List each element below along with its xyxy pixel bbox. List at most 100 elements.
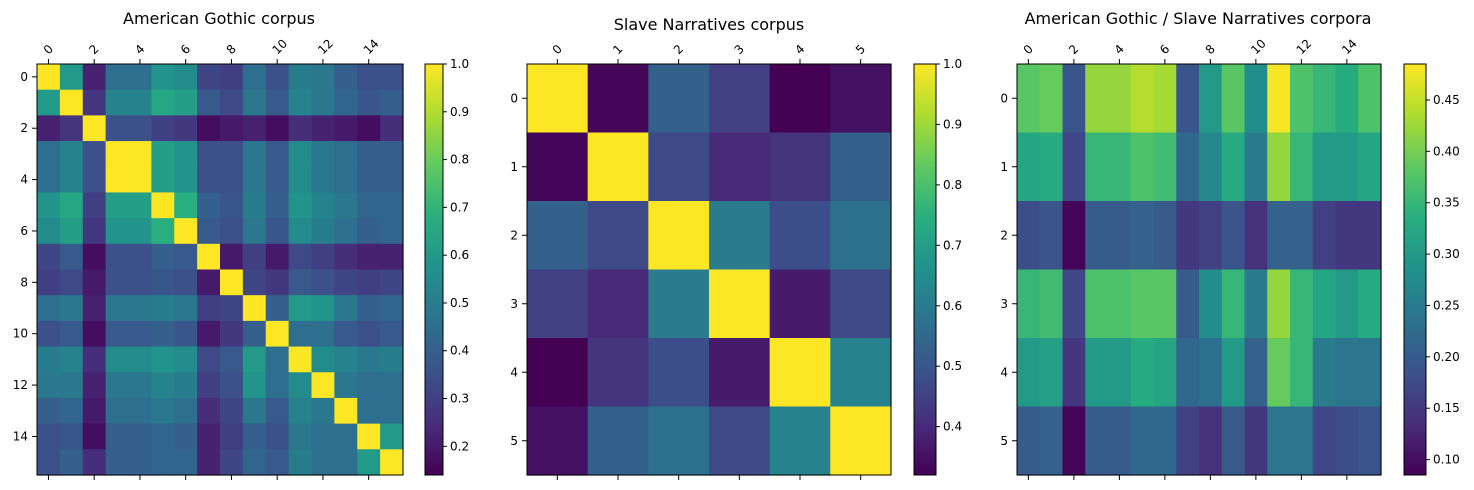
heatmap-cell bbox=[1358, 132, 1382, 202]
heatmap-cell bbox=[242, 397, 267, 425]
heatmap-cell bbox=[334, 423, 358, 450]
heatmap-cell bbox=[151, 423, 175, 450]
heatmap-cell bbox=[82, 115, 107, 142]
heatmap-cell bbox=[265, 64, 290, 91]
heatmap-cell bbox=[1221, 201, 1246, 271]
heatmap-cell bbox=[37, 320, 61, 348]
heatmap-cell bbox=[1335, 201, 1359, 271]
heatmap-cell bbox=[1199, 64, 1223, 134]
heatmap-cell bbox=[1153, 406, 1177, 476]
heatmap-cell bbox=[1153, 269, 1177, 339]
colorbar-tick-label: 0.7 bbox=[943, 238, 962, 252]
heatmap-cell bbox=[265, 115, 290, 142]
heatmap-cell bbox=[59, 295, 84, 322]
heatmap-cell bbox=[37, 372, 61, 399]
heatmap-cell bbox=[174, 269, 198, 296]
heatmap-cell bbox=[197, 372, 221, 399]
heatmap-cell bbox=[334, 218, 358, 245]
heatmap-cell bbox=[380, 218, 404, 245]
heatmap-cell bbox=[220, 166, 244, 194]
y-tick-label: 0 bbox=[1000, 91, 1008, 105]
heatmap-cell bbox=[174, 295, 198, 322]
heatmap-cell bbox=[37, 243, 61, 271]
heatmap-cell bbox=[151, 372, 175, 399]
heatmap-cell bbox=[357, 269, 381, 296]
panel-title: American Gothic corpus bbox=[123, 9, 315, 28]
heatmap-cell bbox=[288, 166, 313, 194]
heatmap-cell bbox=[288, 449, 313, 476]
heatmap-cell bbox=[59, 397, 84, 425]
colorbar-tick-label: 0.30 bbox=[1433, 247, 1460, 261]
heatmap-cell bbox=[1017, 64, 1041, 134]
heatmap-cell bbox=[709, 201, 771, 271]
heatmap-cell bbox=[357, 320, 381, 348]
heatmap-cell bbox=[128, 115, 152, 142]
heatmap-cell bbox=[220, 346, 244, 373]
heatmap-cell bbox=[197, 192, 221, 219]
heatmap-cell bbox=[265, 166, 290, 194]
heatmap-cell bbox=[380, 166, 404, 194]
heatmap-cell bbox=[1312, 64, 1337, 134]
heatmap-cell bbox=[1358, 406, 1382, 476]
heatmap-cell bbox=[1290, 406, 1314, 476]
heatmap-cell bbox=[151, 295, 175, 322]
heatmap-cell bbox=[334, 115, 358, 142]
heatmap-cell bbox=[357, 295, 381, 322]
heatmap-cell bbox=[1358, 269, 1382, 339]
heatmap-cell bbox=[265, 89, 290, 116]
heatmap-cell bbox=[357, 243, 381, 271]
heatmap-cell bbox=[1358, 338, 1382, 408]
colorbar-tick-label: 0.45 bbox=[1433, 93, 1460, 107]
heatmap-cell bbox=[1221, 338, 1246, 408]
panel-title: Slave Narratives corpus bbox=[614, 15, 805, 34]
heatmap-cell bbox=[220, 372, 244, 399]
heatmap-cell bbox=[265, 397, 290, 425]
heatmap-cell bbox=[37, 141, 61, 168]
heatmap-cell bbox=[265, 295, 290, 322]
heatmap-cell bbox=[1153, 201, 1177, 271]
heatmap-cell bbox=[128, 449, 152, 476]
heatmap-cell bbox=[220, 423, 244, 450]
heatmap-cell bbox=[197, 269, 221, 296]
heatmap-cell bbox=[1199, 269, 1223, 339]
heatmap-cell bbox=[265, 423, 290, 450]
heatmap-cell bbox=[197, 320, 221, 348]
heatmap-cell bbox=[1335, 64, 1359, 134]
heatmap-cell bbox=[587, 338, 649, 408]
heatmap-cell bbox=[1244, 64, 1268, 134]
heatmap-cell bbox=[151, 397, 175, 425]
heatmap-cell bbox=[265, 372, 290, 399]
y-tick-label: 4 bbox=[20, 173, 28, 187]
heatmap-cells bbox=[527, 64, 892, 476]
heatmap-cell bbox=[1062, 338, 1086, 408]
heatmap-cell bbox=[82, 269, 107, 296]
heatmap-cell bbox=[1039, 132, 1064, 202]
heatmap-cell bbox=[105, 89, 130, 116]
heatmap-cell bbox=[59, 243, 84, 271]
heatmap-cell bbox=[1039, 406, 1064, 476]
heatmap-cell bbox=[648, 64, 710, 134]
y-axis-ticks: 0 1 2 3 4 5 bbox=[1000, 91, 1017, 448]
heatmap-cell bbox=[357, 89, 381, 116]
heatmap-cell bbox=[311, 346, 335, 373]
heatmap-cell bbox=[380, 346, 404, 373]
heatmap-cell bbox=[311, 218, 335, 245]
heatmap-cell bbox=[1062, 132, 1086, 202]
heatmap-cell bbox=[1312, 269, 1337, 339]
heatmap-cell bbox=[197, 89, 221, 116]
heatmap-cell bbox=[37, 218, 61, 245]
heatmap-cell bbox=[527, 132, 589, 202]
heatmap-cell bbox=[1130, 338, 1155, 408]
heatmap-cell bbox=[334, 89, 358, 116]
heatmap-cell bbox=[197, 423, 221, 450]
heatmap-cell bbox=[311, 397, 335, 425]
heatmap-cell bbox=[709, 269, 771, 339]
heatmap-cell bbox=[59, 192, 84, 219]
heatmap-cell bbox=[288, 115, 313, 142]
heatmap-cell bbox=[380, 423, 404, 450]
heatmap-cell bbox=[1062, 269, 1086, 339]
heatmap-cell bbox=[587, 269, 649, 339]
y-tick-label: 5 bbox=[1000, 434, 1008, 448]
y-tick-label: 0 bbox=[20, 70, 28, 84]
heatmap-cell bbox=[1290, 269, 1314, 339]
